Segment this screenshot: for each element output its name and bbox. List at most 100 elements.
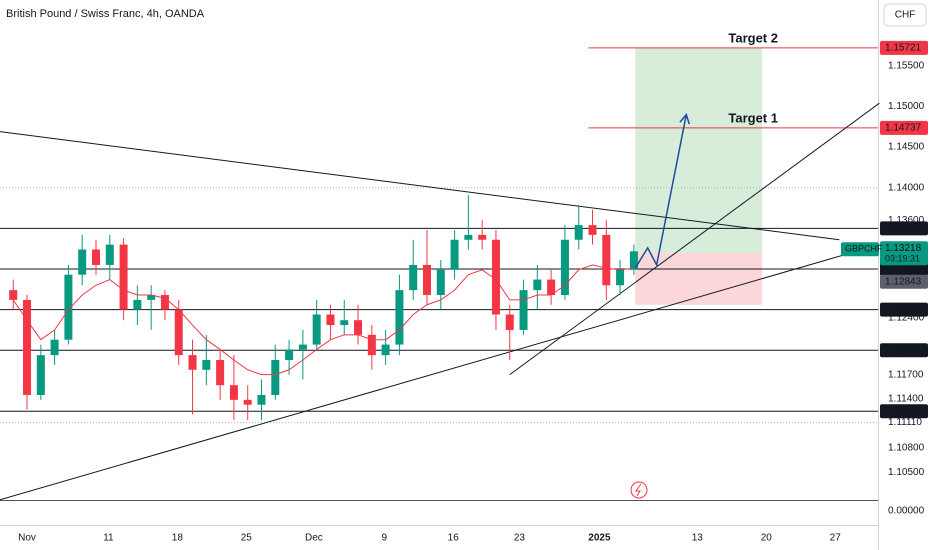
level-price-label: 1.13000 (885, 264, 922, 275)
current-price: 1.13218 (885, 243, 922, 254)
level-price-label-bg (880, 404, 928, 419)
candle-body (464, 234, 473, 240)
candle-body (340, 320, 349, 326)
candle-body (602, 234, 611, 286)
x-tick-label: Nov (18, 533, 36, 544)
y-tick-label: 0.00000 (888, 506, 925, 517)
currency[interactable]: CHF (895, 10, 916, 21)
profit-zone (635, 47, 763, 253)
candle-body (78, 249, 87, 275)
candle-body (381, 344, 390, 356)
level-price-label-bg (880, 343, 928, 358)
candle-body (326, 314, 335, 326)
level-price-label-bg (880, 221, 928, 236)
trendline (509, 102, 880, 376)
candle-body (133, 299, 142, 310)
lightning-icon[interactable] (630, 481, 648, 499)
y-tick-label: 1.14500 (888, 142, 925, 153)
candle-body (367, 334, 376, 356)
y-tick-label: 1.10500 (888, 467, 925, 478)
level-price-label: 1.11250 (885, 406, 921, 417)
symbol-tag: GBPCHF (845, 244, 883, 254)
candle-body (436, 269, 445, 296)
level-price-label: 1.13500 (885, 223, 922, 234)
x-tick-label: 23 (514, 533, 526, 544)
candle-body (298, 344, 307, 350)
icon-circle[interactable] (630, 481, 648, 499)
candle-body (119, 244, 128, 310)
trendline (0, 244, 880, 501)
current-price-bg (880, 241, 928, 266)
candle-body (229, 385, 238, 400)
candle-body (491, 239, 500, 315)
candle-body (160, 295, 169, 310)
candle-body (50, 339, 59, 356)
target-price-label: 1.14737 (885, 122, 922, 133)
candle-body (574, 225, 583, 240)
y-tick-label: 1.15500 (888, 60, 925, 71)
y-tick-label: 1.11400 (888, 394, 924, 405)
symbol-tag-bg (841, 242, 879, 257)
candle-body (616, 269, 625, 286)
arrow-head (679, 113, 691, 125)
candle-body (354, 320, 363, 335)
x-tick-label: 9 (381, 533, 387, 544)
candle-body (216, 360, 225, 386)
level-price-label-bg (880, 262, 928, 277)
x-tick-label: 16 (448, 533, 460, 544)
candle-body (91, 249, 100, 265)
currency-button[interactable] (883, 3, 927, 27)
y-tick-label: 1.11110 (888, 417, 922, 428)
candle-body (23, 299, 32, 395)
x-tick-label: 20 (761, 533, 773, 544)
x-tick-label: 25 (241, 533, 253, 544)
candle-body (9, 290, 18, 300)
candle-body (271, 360, 280, 395)
marker-price-label-bg (880, 274, 928, 289)
candle-body (519, 290, 528, 330)
candle-body (505, 314, 514, 330)
y-tick-label: 1.12400 (888, 312, 925, 323)
candle-body (147, 295, 156, 300)
candle-body (312, 314, 321, 345)
trendline (0, 131, 840, 241)
candle-body (450, 239, 459, 270)
candle-body (243, 399, 252, 405)
projection-arrow (634, 114, 688, 269)
target-price-label-bg (880, 120, 928, 135)
x-tick-label: 13 (692, 533, 704, 544)
x-tick-label: 27 (830, 533, 842, 544)
y-tick-label: 1.13600 (888, 215, 925, 226)
target-label: Target 2 (728, 30, 778, 45)
x-tick-label: 18 (172, 533, 184, 544)
candle-body (560, 239, 569, 296)
x-tick-label: 2025 (588, 533, 611, 544)
icon-bolt[interactable] (635, 483, 642, 497)
candle-body (533, 279, 542, 291)
candle-body (423, 264, 432, 296)
candle-body (588, 225, 597, 235)
countdown: 03:19:31 (885, 254, 920, 264)
target-price-label-bg (880, 40, 928, 55)
level-price-label-bg (880, 302, 928, 317)
candle-body (105, 244, 114, 265)
candle-body (174, 309, 183, 356)
moving-average (12, 264, 634, 376)
y-tick-label: 1.15000 (888, 101, 925, 112)
level-price-label: 1.12500 (885, 304, 922, 315)
marker-price-label: 1.12843 (885, 276, 922, 287)
candle-body (478, 234, 487, 240)
x-tick-label: 11 (103, 533, 114, 544)
candle-body (285, 349, 294, 361)
candle-body (409, 264, 418, 291)
candle-body (629, 251, 638, 270)
target-price-label: 1.15721 (885, 43, 922, 54)
y-tick-label: 1.14000 (888, 182, 925, 193)
candle-body (36, 355, 45, 395)
level-price-label: 1.12000 (885, 345, 922, 356)
x-tick-label: Dec (305, 533, 323, 544)
target-label: Target 1 (728, 110, 778, 125)
candle-body (257, 394, 266, 405)
candle-body (64, 274, 73, 340)
